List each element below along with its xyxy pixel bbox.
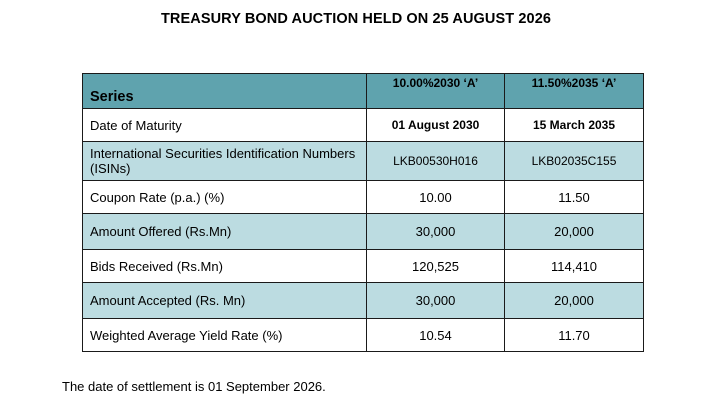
table-row-offered: Amount Offered (Rs.Mn) 30,000 20,000 xyxy=(82,213,644,250)
auction-results-table: Series 10.00%2030 ‘A’ 11.50%2035 ‘A’ Dat… xyxy=(82,73,644,352)
row-value-series-2: 20,000 xyxy=(504,282,644,319)
row-value-series-1: 10.00 xyxy=(366,180,505,214)
row-value-series-2: 114,410 xyxy=(504,249,644,283)
row-value-series-2: 15 March 2035 xyxy=(504,108,644,142)
table-header-row: Series 10.00%2030 ‘A’ 11.50%2035 ‘A’ xyxy=(82,73,644,109)
header-series-1: 10.00%2030 ‘A’ xyxy=(366,73,505,109)
row-label: Bids Received (Rs.Mn) xyxy=(82,249,367,283)
row-value-series-1: 10.54 xyxy=(366,318,505,352)
row-value-series-2: 11.70 xyxy=(504,318,644,352)
row-value-series-2: 20,000 xyxy=(504,213,644,250)
table-row-maturity: Date of Maturity 01 August 2030 15 March… xyxy=(82,108,644,142)
header-series-label: Series xyxy=(82,73,367,109)
table-row-yield: Weighted Average Yield Rate (%) 10.54 11… xyxy=(82,318,644,352)
row-label: Amount Accepted (Rs. Mn) xyxy=(82,282,367,319)
row-label: Weighted Average Yield Rate (%) xyxy=(82,318,367,352)
page-title: TREASURY BOND AUCTION HELD ON 25 AUGUST … xyxy=(160,11,552,27)
header-series-2: 11.50%2035 ‘A’ xyxy=(504,73,644,109)
row-label: Date of Maturity xyxy=(82,108,367,142)
row-label: Coupon Rate (p.a.) (%) xyxy=(82,180,367,214)
row-label: International Securities Identification … xyxy=(82,141,367,181)
table-row-accepted: Amount Accepted (Rs. Mn) 30,000 20,000 xyxy=(82,282,644,319)
table-row-bids: Bids Received (Rs.Mn) 120,525 114,410 xyxy=(82,249,644,283)
row-value-series-1: 01 August 2030 xyxy=(366,108,505,142)
row-value-series-1: 30,000 xyxy=(366,213,505,250)
settlement-note: The date of settlement is 01 September 2… xyxy=(62,379,326,394)
row-label: Amount Offered (Rs.Mn) xyxy=(82,213,367,250)
row-value-series-1: 120,525 xyxy=(366,249,505,283)
row-value-series-1: 30,000 xyxy=(366,282,505,319)
row-value-series-2: 11.50 xyxy=(504,180,644,214)
row-value-series-2: LKB02035C155 xyxy=(504,141,644,181)
table-row-isin: International Securities Identification … xyxy=(82,141,644,181)
row-value-series-1: LKB00530H016 xyxy=(366,141,505,181)
table-row-coupon: Coupon Rate (p.a.) (%) 10.00 11.50 xyxy=(82,180,644,214)
